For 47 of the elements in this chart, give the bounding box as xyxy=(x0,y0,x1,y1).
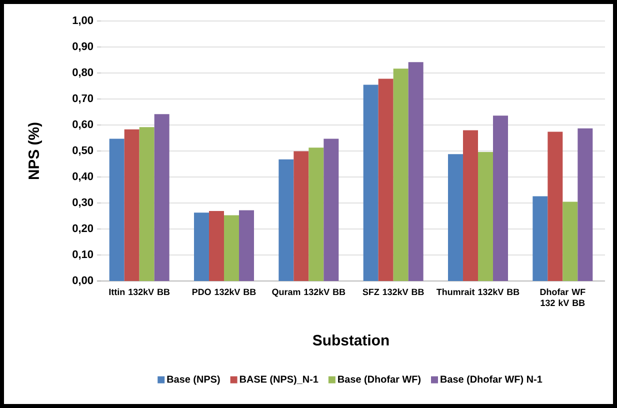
y-tick-label: 0,80 xyxy=(72,68,94,78)
y-tick-label: 0,10 xyxy=(72,250,94,260)
bar xyxy=(493,116,508,281)
bar xyxy=(139,127,154,281)
y-tick-label: 0,20 xyxy=(72,224,94,234)
bar xyxy=(239,210,254,281)
bar xyxy=(109,138,124,281)
bar xyxy=(194,212,209,281)
bar xyxy=(393,68,408,281)
x-tick-label: Ittin 132kV BB xyxy=(109,288,170,296)
x-tick-label: SFZ 132kV BB xyxy=(362,288,424,296)
bar xyxy=(463,130,478,281)
bar xyxy=(278,159,294,281)
bar xyxy=(448,154,464,281)
x-tick-label: Quram 132kV BB xyxy=(272,288,346,297)
bar xyxy=(308,148,324,281)
bar xyxy=(224,215,239,281)
legend-label: BASE (NPS)_N-1 xyxy=(240,375,318,385)
bar xyxy=(363,84,378,281)
y-tick-label: 0,50 xyxy=(72,146,94,156)
bar xyxy=(408,62,424,281)
y-tick-label: 0,30 xyxy=(72,198,94,208)
x-tick-label: Thumrait 132kV BB xyxy=(436,288,520,296)
y-tick-label: 1,00 xyxy=(72,16,94,26)
y-tick-label: 0,00 xyxy=(72,276,94,286)
bar xyxy=(578,128,593,281)
y-tick-label: 0,70 xyxy=(72,94,94,104)
y-axis-title: NPS (%) xyxy=(28,122,42,180)
x-tick-label: Dhofar WF 132 kV BB xyxy=(540,288,586,306)
y-tick-label: 0,40 xyxy=(72,172,94,182)
x-tick-label: PDO 132kV BB xyxy=(192,288,256,296)
bar xyxy=(378,78,394,281)
bar xyxy=(124,129,140,281)
bar xyxy=(324,138,339,281)
bar xyxy=(562,202,578,281)
y-tick-label: 0,60 xyxy=(72,120,94,130)
bar xyxy=(294,151,309,281)
bar xyxy=(532,196,548,281)
x-axis-title: Substation xyxy=(312,334,389,346)
legend-label: Base (Dhofar WF) xyxy=(338,375,421,385)
bar xyxy=(209,211,224,281)
legend-label: Base (Dhofar WF) N-1 xyxy=(440,375,542,385)
bar xyxy=(548,132,563,281)
y-tick-label: 0,90 xyxy=(72,42,94,52)
bar xyxy=(478,152,494,281)
bar xyxy=(154,114,170,281)
legend-label: Base (NPS) xyxy=(167,375,220,385)
